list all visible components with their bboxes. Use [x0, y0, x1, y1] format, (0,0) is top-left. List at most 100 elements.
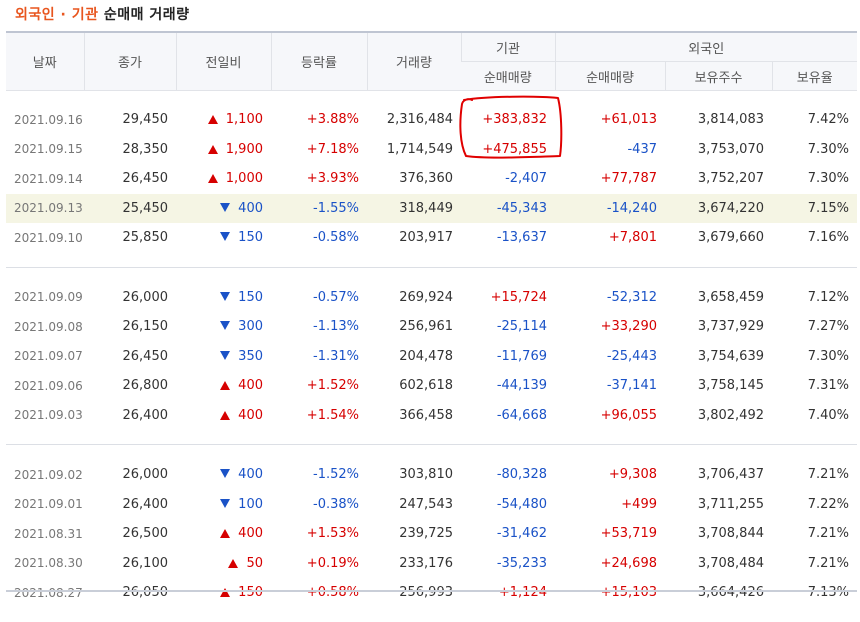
rate-cell: +1.52%	[306, 378, 359, 394]
rate-cell: +1.53%	[306, 526, 359, 542]
foreign-net-cell: -14,240	[555, 193, 665, 223]
foreign-net-cell: +15,103	[600, 585, 657, 601]
rate-cell: -1.55%	[271, 193, 367, 223]
date-cell: 2021.09.01	[14, 497, 83, 512]
date-cell: 2021.08.27	[14, 585, 83, 600]
spacer-cell	[6, 608, 857, 622]
foreign-holdings-cell: 3,679,660	[697, 230, 764, 246]
table-row[interactable]: 2021.09.01 26,400 100 -0.38% 247,543 -54,480 +…	[6, 490, 857, 520]
header-institution-net[interactable]: 순매매량	[461, 61, 555, 91]
table-row[interactable]: 2021.09.09 26,000 150 -0.57% 269,924 +15,724 -…	[6, 283, 857, 313]
header-rate[interactable]: 등락률	[270, 32, 367, 91]
volume-cell: 247,543	[399, 496, 453, 512]
volume-cell: 233,176	[399, 555, 453, 571]
foreign-holdings-cell: 3,658,459	[697, 289, 764, 305]
change-cell: 100	[176, 490, 271, 520]
volume-cell: 239,725	[399, 526, 453, 542]
spacer-cell	[6, 446, 857, 460]
rate-cell: +1.54%	[306, 407, 359, 423]
title-foreign-institution: 외국인 · 기관	[15, 7, 99, 23]
rate-cell: +3.93%	[306, 171, 359, 187]
foreign-holdings-cell: 3,674,220	[665, 193, 772, 223]
date-cell: 2021.09.07	[14, 349, 83, 364]
institution-net-cell: -11,769	[496, 348, 547, 364]
date-cell: 2021.09.03	[14, 408, 83, 423]
foreign-ratio-cell: 7.31%	[807, 378, 849, 394]
group-divider	[6, 266, 857, 269]
foreign-holdings-cell: 3,708,844	[697, 526, 764, 542]
foreign-net-cell: +499	[621, 496, 657, 512]
change-cell: 400	[176, 401, 271, 431]
table-row[interactable]: 2021.09.06 26,800 400 +1.52% 602,618 -44,139 -…	[6, 371, 857, 401]
page-title: 외국인 · 기관 순매매 거래량	[15, 4, 190, 26]
institution-net-cell: +475,855	[482, 141, 547, 157]
header-change[interactable]: 전일비	[175, 32, 271, 91]
foreign-ratio-cell: 7.21%	[807, 467, 849, 483]
foreign-ratio-cell: 7.12%	[807, 289, 849, 305]
header-institution[interactable]: 기관	[460, 32, 555, 62]
table-row[interactable]: 2021.09.10 25,850 150 -0.58% 203,917 -13,637 +…	[6, 223, 857, 253]
rate-cell: -0.57%	[313, 289, 359, 305]
change-cell: 150	[176, 578, 271, 608]
trading-table-container: 날짜 종가 전일비 등락률 거래량 기관 외국인 순매매량 순매매량 보유주수 …	[6, 31, 857, 622]
foreign-ratio-cell: 7.21%	[807, 555, 849, 571]
divider-cell	[6, 444, 857, 446]
table-row[interactable]: 2021.09.02 26,000 400 -1.52% 303,810 -80,328 +…	[6, 460, 857, 490]
rate-cell: -0.38%	[313, 496, 359, 512]
title-net-volume: 순매매 거래량	[103, 7, 190, 23]
group-spacer	[6, 608, 857, 622]
header-close[interactable]: 종가	[83, 32, 176, 91]
group-spacer	[6, 446, 857, 460]
volume-cell: 256,961	[399, 319, 453, 335]
change-cell: 300	[176, 312, 271, 342]
spacer-cell	[6, 269, 857, 283]
table-row[interactable]: 2021.08.27 26,050 150 +0.58% 256,993 +1,124 +1…	[6, 578, 857, 608]
foreign-net-cell: +24,698	[600, 555, 657, 571]
foreign-net-cell: +77,787	[600, 171, 657, 187]
foreign-ratio-cell: 7.30%	[807, 141, 849, 157]
foreign-net-cell: -25,443	[606, 348, 657, 364]
table-row[interactable]: 2021.09.16 29,450 1,100 +3.88% 2,316,484 +383…	[6, 105, 857, 135]
change-cell: 1,900	[176, 135, 271, 165]
institution-net-cell: -35,233	[496, 555, 547, 571]
close-cell: 25,850	[122, 230, 169, 246]
foreign-holdings-cell: 3,708,484	[697, 555, 764, 571]
date-cell: 2021.09.10	[14, 230, 83, 245]
foreign-holdings-cell: 3,814,083	[697, 112, 764, 128]
foreign-holdings-cell: 3,664,426	[697, 585, 764, 601]
foreign-ratio-cell: 7.13%	[807, 585, 849, 601]
spacer-cell	[6, 253, 857, 268]
table-row[interactable]: 2021.09.03 26,400 400 +1.54% 366,458 -64,668 +…	[6, 401, 857, 431]
table-row[interactable]: 2021.09.14 26,450 1,000 +3.93% 376,360 -2,407…	[6, 164, 857, 194]
close-cell: 25,450	[84, 193, 176, 223]
header-foreign-net[interactable]: 순매매량	[554, 61, 665, 91]
close-cell: 26,000	[122, 289, 169, 305]
foreign-net-cell: -437	[627, 141, 657, 157]
rate-cell: -1.52%	[313, 467, 359, 483]
table-row[interactable]: 2021.08.31 26,500 400 +1.53% 239,725 -31,462 +…	[6, 519, 857, 549]
close-cell: 26,400	[122, 496, 169, 512]
header-volume[interactable]: 거래량	[366, 32, 461, 91]
table-row[interactable]: 2021.09.07 26,450 350 -1.31% 204,478 -11,769 -…	[6, 342, 857, 372]
header-date[interactable]: 날짜	[6, 32, 84, 91]
table-row[interactable]: 2021.09.15 28,350 1,900 +7.18% 1,714,549 +475…	[6, 135, 857, 165]
close-cell: 26,400	[122, 407, 169, 423]
table-row[interactable]: 2021.09.08 26,150 300 -1.13% 256,961 -25,114 +…	[6, 312, 857, 342]
volume-cell: 204,478	[399, 348, 453, 364]
close-cell: 26,800	[122, 378, 169, 394]
change-cell: 400	[176, 460, 271, 490]
table-row[interactable]: 2021.08.30 26,100 50 +0.19% 233,176 -35,233 +2…	[6, 549, 857, 579]
foreign-ratio-cell: 7.30%	[807, 348, 849, 364]
close-cell: 28,350	[122, 141, 169, 157]
volume-cell: 376,360	[399, 171, 453, 187]
foreign-holdings-cell: 3,737,929	[697, 319, 764, 335]
foreign-holdings-cell: 3,758,145	[697, 378, 764, 394]
volume-cell: 203,917	[399, 230, 453, 246]
header-foreign[interactable]: 외국인	[554, 32, 857, 62]
header-foreign-ratio[interactable]: 보유율	[771, 61, 857, 91]
foreign-ratio-cell: 7.27%	[807, 319, 849, 335]
table-row[interactable]: 2021.09.13 25,450 400 -1.55% 318,449 -45,343-…	[6, 193, 857, 223]
spacer-cell	[6, 430, 857, 445]
header-foreign-holdings[interactable]: 보유주수	[664, 61, 772, 91]
foreign-ratio-cell: 7.21%	[807, 526, 849, 542]
